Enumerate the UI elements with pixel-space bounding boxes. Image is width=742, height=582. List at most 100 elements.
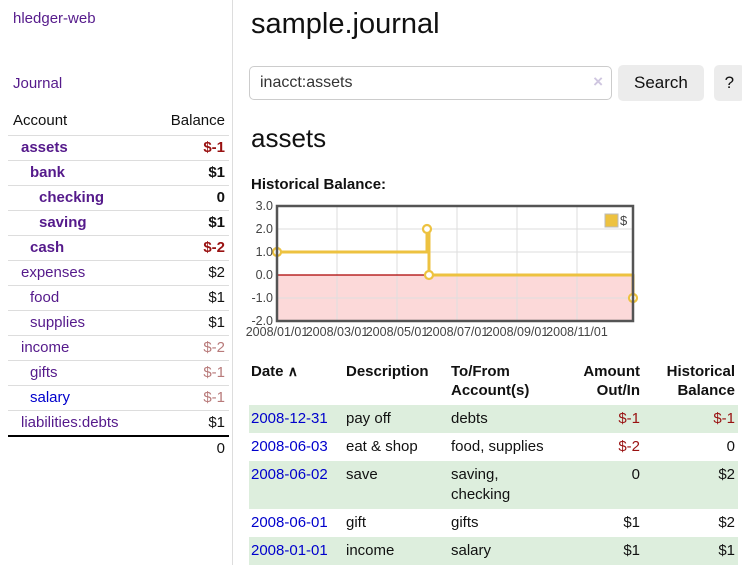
transaction-accounts: gifts <box>451 514 479 531</box>
account-link-saving[interactable]: saving <box>39 214 87 231</box>
account-link-expenses[interactable]: expenses <box>21 264 86 281</box>
accounts-total-row: 0 <box>8 435 229 461</box>
transaction-amount: $1 <box>623 514 640 531</box>
account-row: gifts $-1 <box>8 360 229 386</box>
account-link-assets[interactable]: assets <box>21 139 68 156</box>
svg-text:2008/03/01: 2008/03/01 <box>306 325 369 339</box>
transaction-date-link[interactable]: 2008-06-03 <box>251 438 328 455</box>
transaction-description: pay off <box>346 410 391 427</box>
page-title: sample.journal <box>251 8 440 40</box>
svg-text:0.0: 0.0 <box>256 268 273 282</box>
accounts-column-header: To/From Account(s) <box>451 363 530 399</box>
transaction-date-link[interactable]: 2008-06-01 <box>251 514 328 531</box>
transaction-description: income <box>346 542 395 559</box>
transaction-accounts: saving, checking <box>451 466 511 503</box>
account-link-salary[interactable]: salary <box>30 389 71 406</box>
clear-search-icon[interactable]: × <box>593 72 603 91</box>
account-row: salary $-1 <box>8 385 229 411</box>
account-balance: $-1 <box>150 135 229 161</box>
account-balance: $2 <box>150 260 229 286</box>
transaction-accounts: food, supplies <box>451 438 544 455</box>
sidebar: hledger-web Journal Account Balance asse… <box>0 0 233 565</box>
y-axis-labels: 3.0 2.0 1.0 0.0 -1.0 -2.0 <box>251 199 273 328</box>
account-link-supplies[interactable]: supplies <box>30 314 86 331</box>
transaction-balance: $2 <box>718 466 735 483</box>
svg-text:2.0: 2.0 <box>256 222 273 236</box>
svg-text:3.0: 3.0 <box>256 199 273 213</box>
svg-text:2008/09/01: 2008/09/01 <box>486 325 549 339</box>
account-row: cash $-2 <box>8 235 229 261</box>
help-button[interactable]: ? <box>713 65 742 101</box>
transaction-amount: $-1 <box>618 410 640 427</box>
account-link-food[interactable]: food <box>30 289 60 306</box>
account-balance: $-1 <box>150 360 229 386</box>
svg-text:2008/01/01: 2008/01/01 <box>246 325 309 339</box>
transaction-amount: $1 <box>623 542 640 559</box>
balance-column-header: Historical Balance <box>666 363 735 399</box>
balance-column-header: Balance <box>170 112 225 129</box>
accounts-table: Account Balance assets $-1 bank $1 check… <box>8 108 229 461</box>
app-title-link[interactable]: hledger-web <box>13 10 96 27</box>
chart-legend: $ <box>604 213 628 228</box>
account-balance: $-2 <box>150 235 229 261</box>
account-row: liabilities:debts $1 <box>8 410 229 436</box>
transaction-description: save <box>346 466 378 483</box>
account-row: supplies $1 <box>8 310 229 336</box>
account-row: expenses $2 <box>8 260 229 286</box>
account-link-income[interactable]: income <box>21 339 70 356</box>
historical-balance-chart: $ 3.0 2.0 1.0 0.0 -1.0 -2.0 2008/01/01 2… <box>246 199 639 339</box>
account-page-title: assets <box>251 123 327 153</box>
register-row: 2008-06-01 gift gifts $1 $2 <box>249 509 738 537</box>
transaction-description: gift <box>346 514 367 531</box>
svg-text:2008/05/01: 2008/05/01 <box>366 325 429 339</box>
account-balance: $1 <box>150 310 229 336</box>
search-button[interactable]: Search <box>618 65 704 101</box>
date-column-header[interactable]: Date ∧ <box>251 363 298 380</box>
account-link-liabilities-debts[interactable]: liabilities:debts <box>21 414 119 431</box>
account-link-gifts[interactable]: gifts <box>30 364 58 381</box>
search-form: × Search ? <box>249 65 742 101</box>
accounts-total-balance: 0 <box>150 435 229 461</box>
transaction-date-link[interactable]: 2008-01-01 <box>251 542 328 559</box>
account-row: food $1 <box>8 285 229 311</box>
sort-ascending-icon: ∧ <box>287 363 298 379</box>
transaction-balance: $-1 <box>713 410 735 427</box>
account-balance: $1 <box>150 160 229 186</box>
account-balance: 0 <box>150 185 229 211</box>
transaction-date-link[interactable]: 2008-06-02 <box>251 466 328 483</box>
account-balance: $1 <box>150 210 229 236</box>
account-link-cash[interactable]: cash <box>30 239 65 256</box>
register-row: 2008-06-02 save saving, checking 0 $2 <box>249 461 738 509</box>
account-column-header: Account <box>13 112 68 129</box>
account-row: checking 0 <box>8 185 229 211</box>
account-link-checking[interactable]: checking <box>39 189 105 206</box>
account-row: income $-2 <box>8 335 229 361</box>
transaction-accounts: salary <box>451 542 492 559</box>
account-balance: $1 <box>150 410 229 436</box>
transaction-accounts: debts <box>451 410 488 427</box>
svg-text:-1.0: -1.0 <box>251 291 273 305</box>
svg-text:1.0: 1.0 <box>256 245 273 259</box>
transaction-balance: $2 <box>718 514 735 531</box>
description-column-header: Description <box>346 363 429 380</box>
transaction-balance: 0 <box>726 438 735 455</box>
chart-title: Historical Balance: <box>251 176 387 193</box>
legend-label: $ <box>620 213 628 228</box>
page: hledger-web Journal Account Balance asse… <box>0 0 742 565</box>
account-link-bank[interactable]: bank <box>30 164 66 181</box>
register-row: 2008-01-01 income salary $1 $1 <box>249 537 738 565</box>
register-table: Date ∧ Description To/From Account(s) Am… <box>249 359 738 565</box>
register-row: 2008-12-31 pay off debts $-1 $-1 <box>249 405 738 433</box>
account-balance: $-2 <box>150 335 229 361</box>
transaction-amount: $-2 <box>618 438 640 455</box>
transaction-date-link[interactable]: 2008-12-31 <box>251 410 328 427</box>
search-input[interactable] <box>249 66 612 100</box>
account-balance: $-1 <box>150 385 229 411</box>
svg-text:-2.0: -2.0 <box>251 314 273 328</box>
transaction-amount: 0 <box>631 466 640 483</box>
register-header-row: Date ∧ Description To/From Account(s) Am… <box>249 359 738 405</box>
sidebar-item-journal[interactable]: Journal <box>13 75 63 92</box>
plot-border <box>275 204 635 323</box>
accounts-table-header: Account Balance <box>8 108 229 136</box>
svg-text:2008/07/01: 2008/07/01 <box>426 325 489 339</box>
